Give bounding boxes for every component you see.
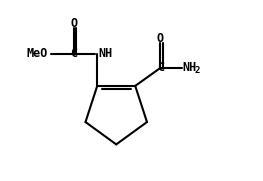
Text: C: C [157, 61, 164, 74]
Text: 2: 2 [195, 66, 200, 75]
Text: C: C [70, 47, 77, 60]
Text: NH: NH [182, 61, 196, 74]
Text: NH: NH [98, 47, 112, 60]
Text: O: O [70, 17, 77, 30]
Text: O: O [157, 32, 164, 45]
Text: MeO: MeO [27, 47, 48, 60]
